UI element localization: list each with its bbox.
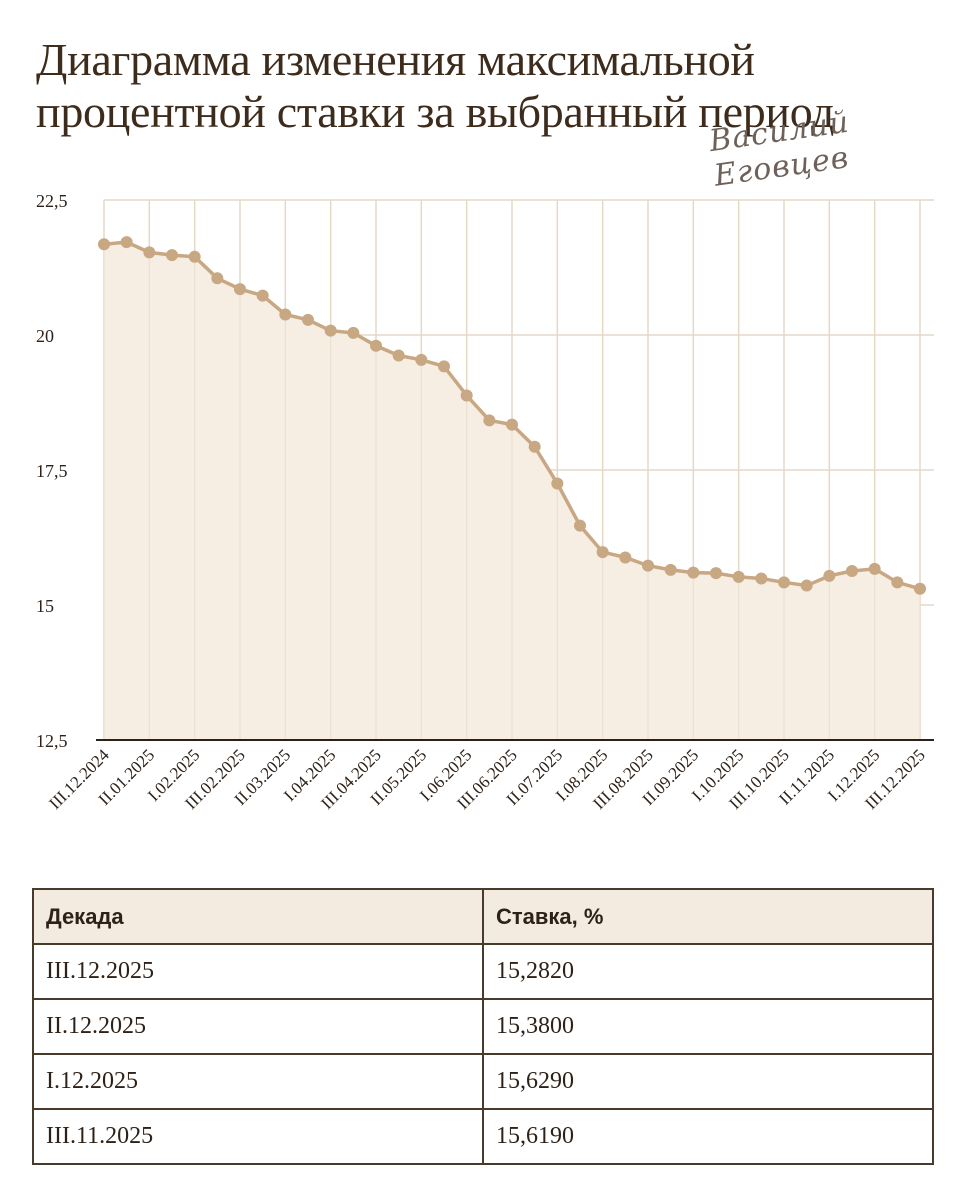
data-point	[823, 569, 836, 582]
rate-area-chart: 12,51517,52022,5III.12.2024II.01.2025I.0…	[36, 191, 934, 813]
data-point	[710, 567, 722, 580]
data-point	[664, 563, 677, 576]
table-row: III.12.2025 15,2820	[32, 943, 934, 1000]
data-point	[166, 249, 178, 262]
y-tick-label: 20	[36, 326, 54, 346]
y-tick-label: 15	[36, 596, 54, 616]
data-point	[619, 551, 632, 564]
rate-table: Декада Ставка, % III.12.2025 15,2820 II.…	[32, 888, 934, 1165]
data-point	[392, 349, 405, 362]
data-point	[370, 339, 382, 352]
data-point	[642, 559, 654, 572]
data-point	[778, 576, 790, 589]
chart-title-line-1: Диаграмма изменения максимальной	[36, 34, 755, 85]
table-cell-rate: 15,2820	[482, 943, 934, 1000]
data-point	[120, 236, 133, 249]
data-point	[143, 246, 156, 259]
table-row: II.12.2025 15,3800	[32, 998, 934, 1055]
table-cell-decade: III.12.2025	[32, 943, 484, 1000]
data-point	[188, 250, 201, 263]
table-cell-decade: III.11.2025	[32, 1108, 484, 1165]
table-cell-decade: II.12.2025	[32, 998, 484, 1055]
table-header-rate: Ставка, %	[482, 888, 934, 945]
table-header-decade: Декада	[32, 888, 484, 945]
data-point	[256, 289, 269, 302]
chart-title-line-2: процентной ставки за выбранный период	[36, 86, 835, 137]
data-point	[234, 283, 246, 296]
data-point	[324, 324, 337, 337]
data-point	[460, 389, 473, 402]
data-point	[347, 326, 360, 339]
data-point	[528, 440, 541, 453]
table-cell-decade: I.12.2025	[32, 1053, 484, 1110]
table-header-row: Декада Ставка, %	[32, 888, 934, 945]
y-tick-label: 22,5	[36, 191, 68, 211]
data-point	[891, 576, 904, 589]
data-point	[302, 313, 314, 326]
data-point	[574, 519, 586, 532]
data-point	[800, 579, 813, 592]
y-tick-label: 17,5	[36, 461, 68, 481]
data-point	[483, 414, 496, 427]
data-point	[732, 570, 745, 583]
data-point	[755, 572, 768, 585]
data-point	[868, 562, 881, 575]
data-point	[506, 418, 518, 431]
data-point	[596, 546, 609, 559]
table-cell-rate: 15,6290	[482, 1053, 934, 1110]
table-cell-rate: 15,3800	[482, 998, 934, 1055]
table-cell-rate: 15,6190	[482, 1108, 934, 1165]
data-point	[687, 566, 700, 579]
chart-title: Диаграмма изменения максимальной процент…	[36, 34, 916, 138]
data-point	[551, 477, 564, 490]
data-point	[438, 360, 450, 373]
data-point	[846, 564, 858, 577]
data-point	[415, 353, 428, 366]
data-point	[914, 582, 926, 595]
data-point	[211, 272, 224, 285]
table-row: III.11.2025 15,6190	[32, 1108, 934, 1165]
table-row: I.12.2025 15,6290	[32, 1053, 934, 1110]
data-point	[279, 308, 292, 321]
data-point	[98, 238, 110, 251]
y-tick-label: 12,5	[36, 731, 68, 751]
